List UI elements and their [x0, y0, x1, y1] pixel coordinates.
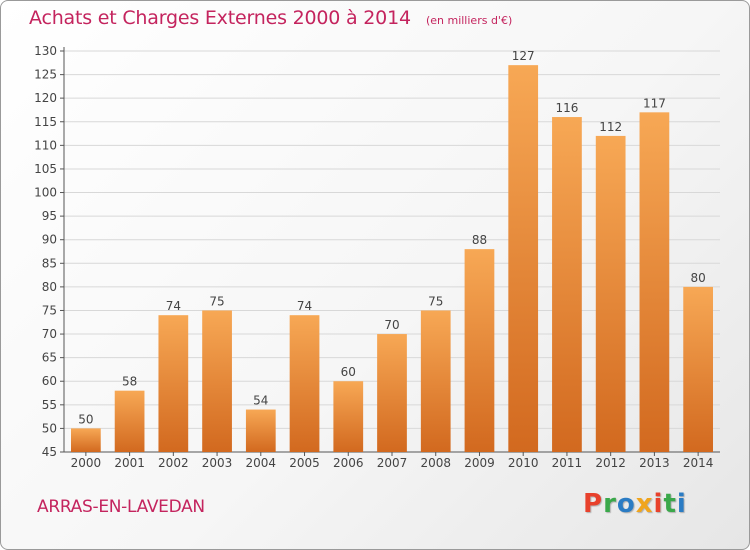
data-label: 75: [209, 294, 224, 308]
bar: [595, 135, 626, 452]
y-tick-label: 90: [42, 233, 57, 247]
y-tick-label: 75: [42, 303, 57, 317]
x-tick-label: 2007: [377, 456, 408, 470]
x-tick-label: 2008: [420, 456, 451, 470]
data-label: 112: [599, 120, 622, 134]
x-tick-label: 2006: [333, 456, 364, 470]
x-tick-label: 2003: [202, 456, 233, 470]
y-tick-label: 110: [34, 138, 57, 152]
bar: [245, 409, 276, 452]
bar: [158, 315, 189, 452]
y-tick-label: 95: [42, 209, 57, 223]
bar: [70, 428, 101, 452]
data-label: 74: [297, 299, 312, 313]
brand-letter: t: [663, 489, 677, 519]
data-label: 74: [166, 299, 181, 313]
bar: [639, 112, 670, 453]
y-tick-label: 50: [42, 421, 57, 435]
data-label: 117: [643, 96, 666, 110]
y-tick-label: 85: [42, 256, 57, 270]
brand-logo: Proxiti: [583, 489, 687, 519]
y-tick-label: 65: [42, 351, 57, 365]
x-tick-label: 2004: [246, 456, 277, 470]
y-tick-label: 70: [42, 327, 57, 341]
data-label: 116: [555, 101, 578, 115]
x-tick-label: 2009: [464, 456, 495, 470]
y-tick-label: 120: [34, 91, 57, 105]
brand-letter: P: [583, 489, 604, 519]
x-tick-label: 2005: [289, 456, 320, 470]
brand-letter: i: [653, 489, 664, 519]
y-tick-label: 130: [34, 44, 57, 58]
y-tick-label: 80: [42, 280, 57, 294]
x-tick-label: 2000: [71, 456, 102, 470]
brand-letter: r: [603, 489, 617, 519]
data-label: 60: [341, 365, 356, 379]
place-name: ARRAS-EN-LAVEDAN: [37, 497, 205, 517]
y-tick-label: 105: [34, 162, 57, 176]
bar: [464, 249, 495, 452]
brand-letter: i: [676, 489, 687, 519]
bar: [114, 390, 145, 452]
bar: [333, 381, 364, 452]
brand-letter: o: [616, 489, 636, 519]
bar: [552, 117, 582, 452]
y-tick-label: 125: [34, 68, 57, 82]
bar: [683, 286, 714, 452]
data-label: 80: [690, 271, 705, 285]
bar: [289, 315, 320, 452]
title-row: Achats et Charges Externes 2000 à 2014 (…: [29, 7, 512, 29]
data-label: 70: [384, 318, 399, 332]
y-tick-label: 55: [42, 398, 57, 412]
data-label: 50: [78, 412, 93, 426]
bar: [508, 65, 539, 452]
y-tick-label: 115: [34, 115, 57, 129]
x-tick-label: 2001: [114, 456, 145, 470]
y-tick-label: 60: [42, 374, 57, 388]
data-label: 75: [428, 294, 443, 308]
data-label: 54: [253, 394, 268, 408]
chart-title: Achats et Charges Externes 2000 à 2014: [29, 7, 411, 29]
x-tick-label: 2014: [683, 456, 714, 470]
brand-letter: x: [635, 489, 654, 519]
data-label: 58: [122, 375, 137, 389]
x-tick-label: 2011: [552, 456, 583, 470]
bar: [202, 310, 232, 452]
x-tick-label: 2013: [639, 456, 670, 470]
data-label: 127: [512, 49, 535, 63]
y-tick-label: 45: [42, 445, 57, 459]
x-tick-label: 2002: [158, 456, 189, 470]
chart-subtitle: (en milliers d'€): [425, 14, 513, 27]
bar: [420, 310, 451, 452]
x-tick-label: 2012: [595, 456, 626, 470]
x-tick-label: 2010: [508, 456, 539, 470]
y-tick-label: 100: [34, 186, 57, 200]
data-label: 88: [472, 233, 487, 247]
bar: [377, 334, 407, 452]
